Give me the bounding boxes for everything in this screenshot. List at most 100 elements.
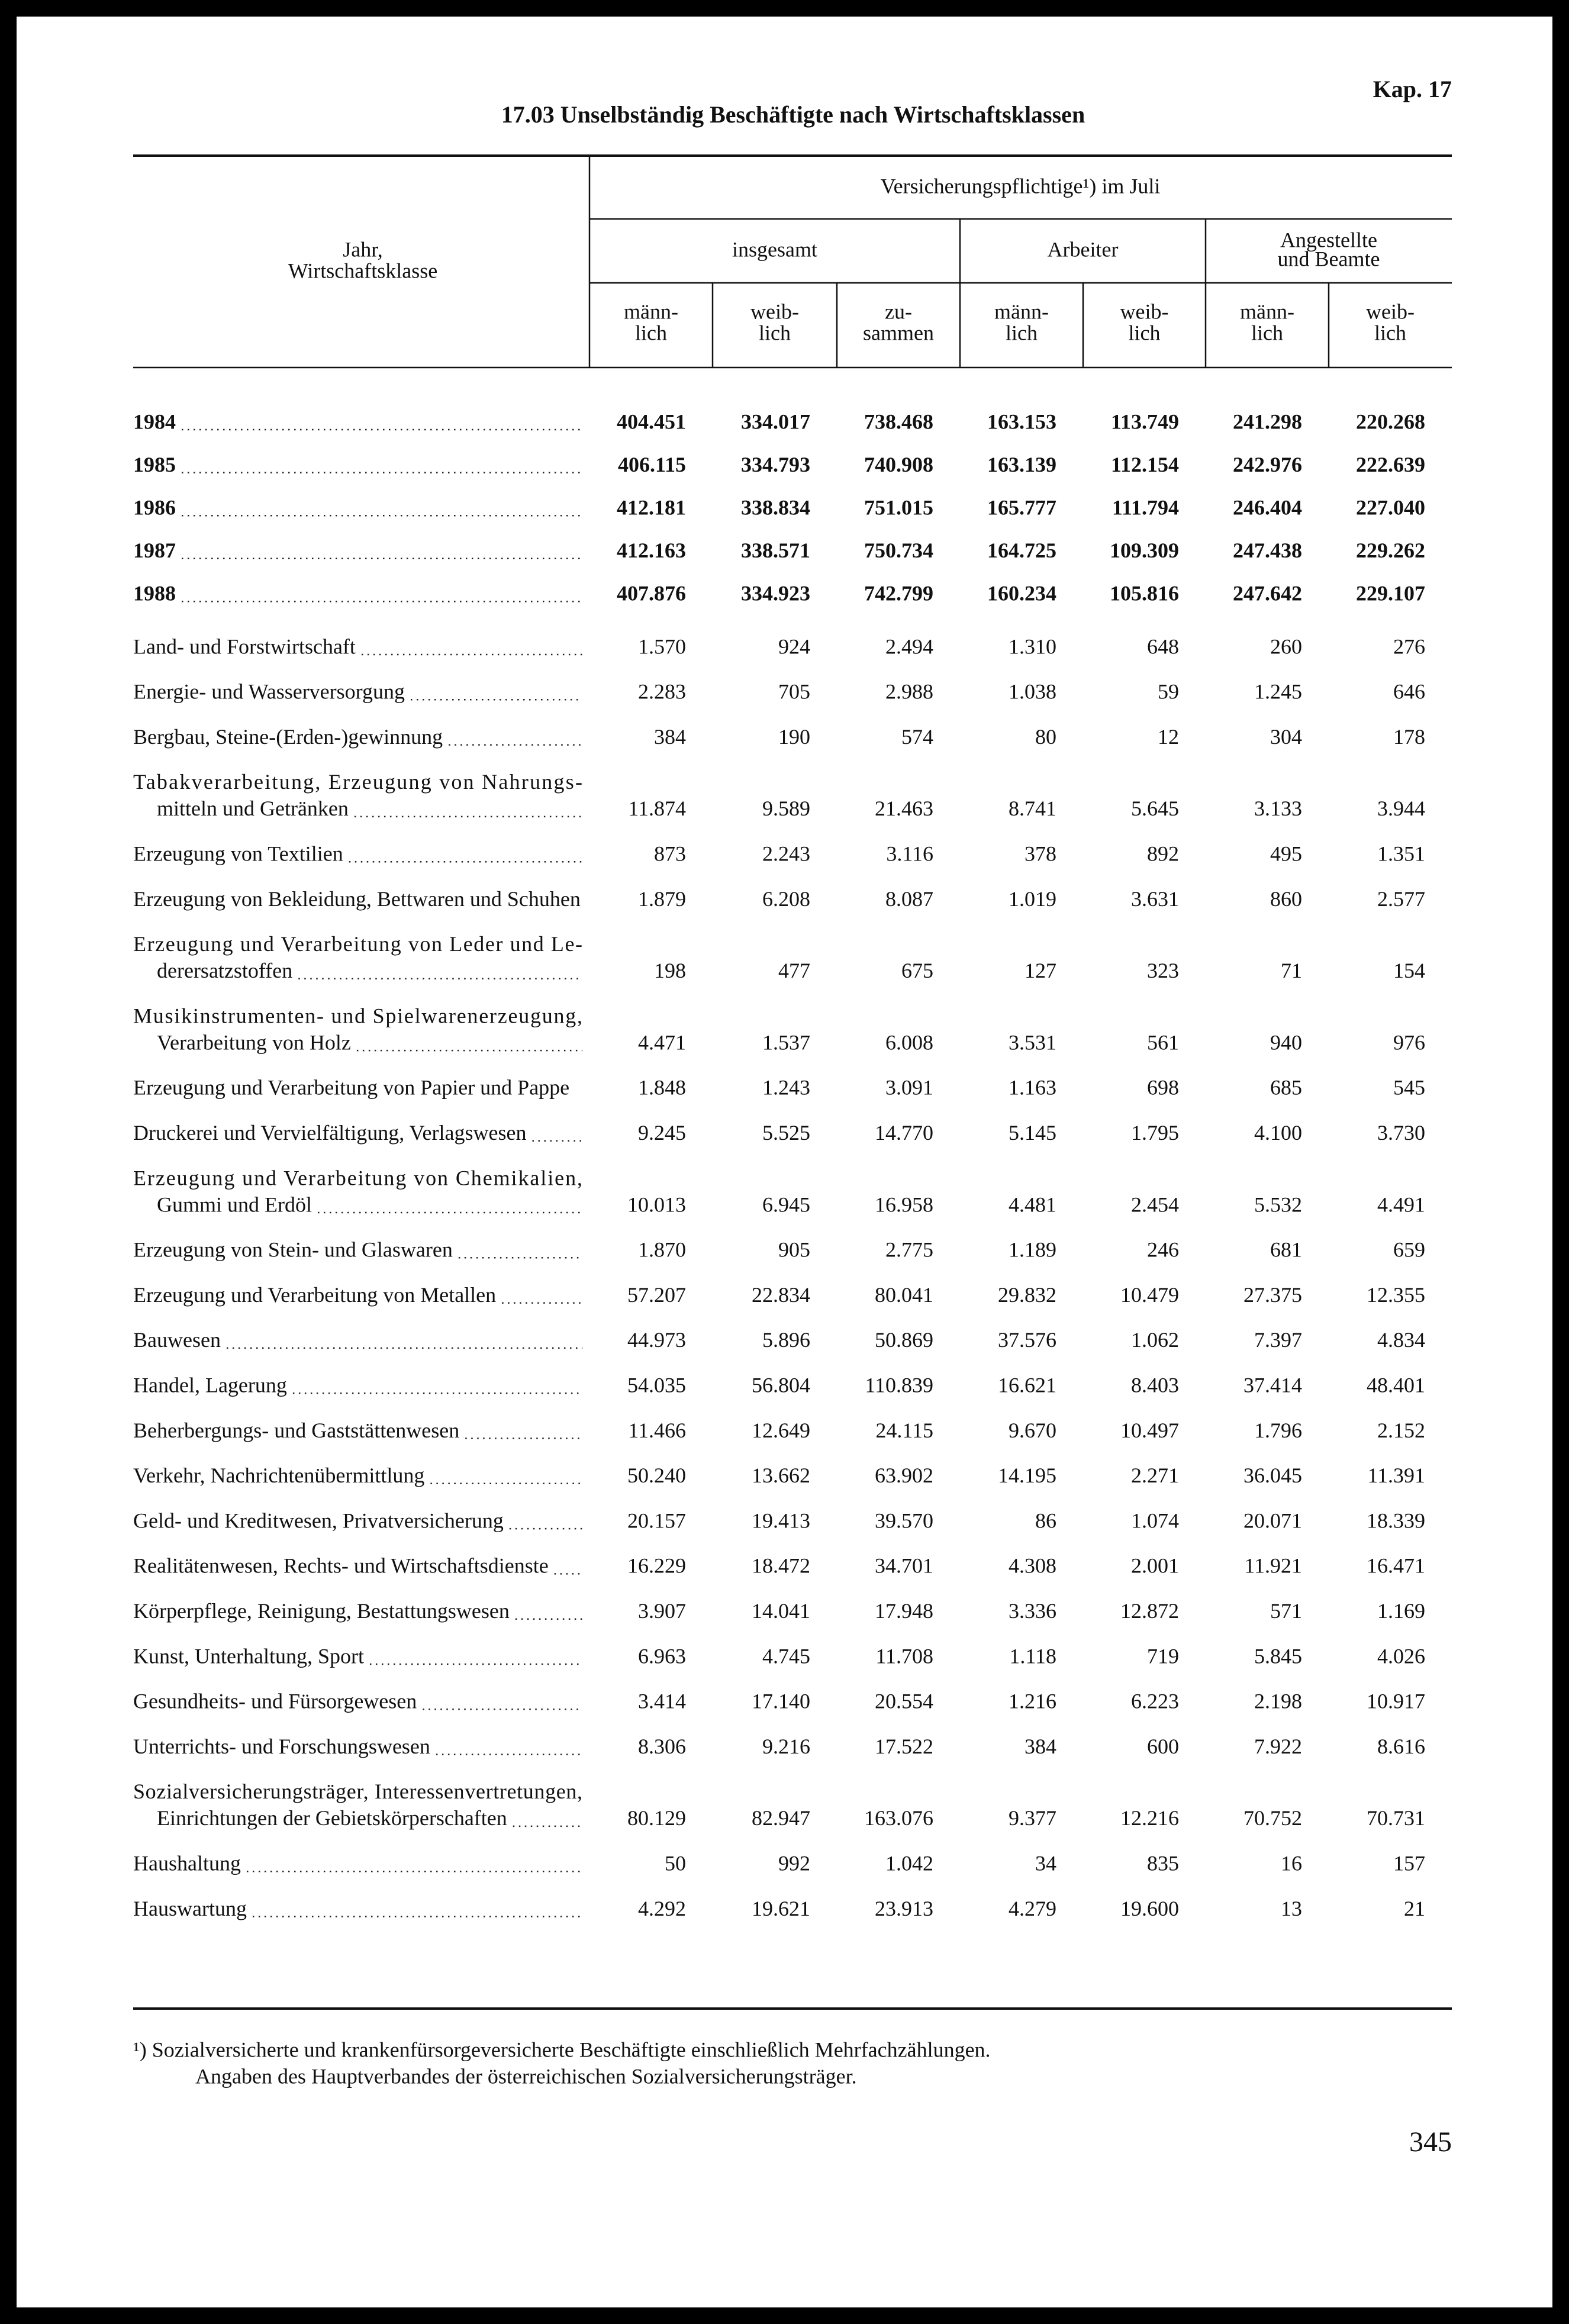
cell: 561	[1147, 1030, 1179, 1054]
cell: 86	[1035, 1508, 1056, 1532]
column-header: lich	[1374, 321, 1406, 344]
cell: 4.026	[1377, 1644, 1425, 1668]
cell: 2.454	[1131, 1192, 1179, 1216]
cell: 574	[901, 725, 933, 749]
cell: 10.013	[627, 1192, 686, 1216]
cell: 246	[1147, 1238, 1179, 1262]
row-label: Erzeugung von Stein- und Glaswaren	[133, 1238, 453, 1262]
cell: 59	[1158, 680, 1179, 704]
cell: 4.471	[638, 1030, 686, 1054]
row-label: 1988	[133, 582, 176, 605]
cell: 242.976	[1233, 453, 1302, 476]
cell: 905	[778, 1238, 810, 1262]
cell: 14.195	[998, 1464, 1056, 1487]
cell: 80.129	[627, 1806, 686, 1830]
paper	[17, 17, 1552, 2307]
cell: 12.649	[752, 1419, 810, 1442]
cell: 39.570	[875, 1508, 933, 1532]
row-label: 1984	[133, 410, 176, 433]
cell: 11.391	[1367, 1464, 1425, 1487]
cell: 304	[1270, 725, 1302, 749]
cell: 12	[1158, 725, 1179, 749]
cell: 1.310	[1009, 634, 1056, 658]
cell: 178	[1393, 725, 1425, 749]
cell: 12.872	[1120, 1599, 1179, 1623]
cell: 50.869	[875, 1328, 933, 1352]
cell: 18.472	[752, 1554, 810, 1578]
row-label: Druckerei und Vervielfältigung, Verlagsw…	[133, 1121, 526, 1145]
cell: 27.375	[1243, 1283, 1302, 1307]
row-label: Realitätenwesen, Rechts- und Wirtschafts…	[133, 1554, 549, 1578]
row-label: Geld- und Kreditwesen, Privatversicherun…	[133, 1508, 504, 1532]
cell: 3.730	[1377, 1121, 1425, 1145]
cell: 1.243	[762, 1076, 810, 1100]
cell: 323	[1147, 959, 1179, 982]
group-header: insgesamt	[732, 237, 817, 261]
cell: 1.038	[1009, 680, 1056, 704]
cell: 163.139	[987, 453, 1056, 476]
row-label: derersatzstoffen	[157, 959, 292, 982]
cell: 1.795	[1131, 1121, 1179, 1145]
cell: 646	[1393, 680, 1425, 704]
row-label: Einrichtungen der Gebietskörperschaften	[157, 1806, 507, 1830]
cell: 13	[1281, 1897, 1302, 1920]
cell: 3.944	[1377, 797, 1425, 820]
cell: 1.169	[1377, 1599, 1425, 1623]
cell: 6.963	[638, 1644, 686, 1668]
cell: 412.163	[617, 539, 686, 562]
cell: 1.042	[885, 1851, 933, 1875]
cell: 9.216	[762, 1735, 810, 1758]
column-header: männ-	[624, 299, 678, 323]
cell: 406.115	[618, 453, 686, 476]
cell: 338.834	[741, 495, 810, 519]
cell: 1.118	[1009, 1644, 1056, 1668]
cell: 50.240	[627, 1464, 686, 1487]
cell: 659	[1393, 1238, 1425, 1262]
cell: 3.091	[885, 1076, 933, 1100]
cell: 2.001	[1131, 1554, 1179, 1578]
cell: 241.298	[1233, 410, 1302, 433]
cell: 404.451	[617, 410, 686, 433]
row-label: Verarbeitung von Holz	[157, 1030, 351, 1054]
cell: 20.157	[627, 1508, 686, 1532]
cell: 5.525	[762, 1121, 810, 1145]
cell: 80.041	[875, 1283, 933, 1307]
cell: 4.279	[1009, 1897, 1056, 1920]
cell: 20.554	[875, 1690, 933, 1713]
cell: 6.208	[762, 887, 810, 911]
title: 17.03 Unselbständig Beschäftigte nach Wi…	[501, 101, 1085, 128]
cell: 14.770	[875, 1121, 933, 1145]
stub-header: Jahr,	[343, 237, 383, 261]
cell: 976	[1393, 1030, 1425, 1054]
column-header: sammen	[863, 321, 934, 344]
cell: 6.008	[885, 1030, 933, 1054]
row-label: Gummi und Erdöl	[157, 1192, 312, 1216]
cell: 3.336	[1009, 1599, 1056, 1623]
cell: 63.902	[875, 1464, 933, 1487]
column-header: lich	[1129, 321, 1161, 344]
cell: 105.816	[1110, 582, 1179, 605]
cell: 3.631	[1131, 887, 1179, 911]
stub-header: Wirtschaftsklasse	[288, 259, 437, 282]
cell: 873	[654, 842, 686, 865]
page-number: 345	[1409, 2126, 1452, 2158]
cell: 109.309	[1110, 539, 1179, 562]
row-label: Erzeugung und Verarbeitung von Chemikali…	[133, 1166, 582, 1190]
column-header: lich	[1251, 321, 1283, 344]
footnote: Angaben des Hauptverbandes der österreic…	[195, 2064, 857, 2088]
cell: 648	[1147, 634, 1179, 658]
cell: 7.397	[1254, 1328, 1302, 1352]
row-label: Gesundheits- und Fürsorgewesen	[133, 1690, 417, 1713]
cell: 70.731	[1367, 1806, 1425, 1830]
cell: 738.468	[864, 410, 933, 433]
cell: 1.537	[762, 1030, 810, 1054]
cell: 384	[1024, 1735, 1056, 1758]
cell: 163.076	[864, 1806, 933, 1830]
cell: 8.306	[638, 1735, 686, 1758]
cell: 3.116	[886, 842, 933, 865]
row-label: Handel, Lagerung	[133, 1373, 287, 1397]
cell: 16	[1281, 1851, 1302, 1875]
column-header: lich	[759, 321, 791, 344]
cell: 9.670	[1009, 1419, 1056, 1442]
